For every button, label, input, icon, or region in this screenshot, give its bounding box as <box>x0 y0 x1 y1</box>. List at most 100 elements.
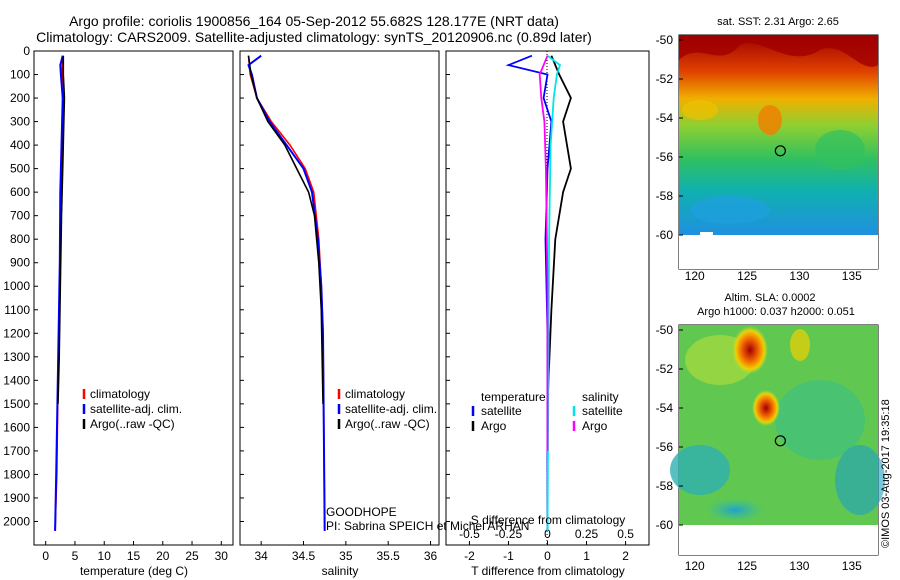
temperature-xlabel: temperature (deg C) <box>80 564 188 578</box>
salinity-x-axis: 34 34.5 35 35.5 36 <box>254 541 438 563</box>
argo-position-circle <box>774 145 786 157</box>
argo-position-circle <box>774 435 786 447</box>
y-tick-label: 1800 <box>3 467 30 481</box>
s-tick-label: -0.25 <box>495 527 523 541</box>
series-line-s-satellite <box>546 54 562 531</box>
y-tick-label: 1000 <box>3 279 30 293</box>
y-tick-label: 500 <box>10 162 30 176</box>
legend-entry: climatology <box>345 387 405 401</box>
series-line-t-argo <box>546 55 572 404</box>
temperature-x-axis: 0 5 10 15 20 25 30 <box>42 541 228 563</box>
lat-tick-label: -58 <box>656 479 674 493</box>
y-tick-label: 1400 <box>3 373 30 387</box>
sla-lat-axis: -50 -52 -54 -56 -58 -60 <box>656 323 683 532</box>
y-tick-label: 100 <box>10 68 30 82</box>
x-tick-label: 2 <box>622 549 629 563</box>
lat-tick-label: -54 <box>656 111 674 125</box>
y-tick-label: 1100 <box>4 303 30 317</box>
x-tick-label: -1 <box>503 549 514 563</box>
difference-panel: -2 -1 0 1 2 -0.5 -0.25 0 0.25 0.5 temperature sal… <box>445 50 650 578</box>
legend-entry: Argo(..raw -QC) <box>90 417 175 431</box>
figure-title-line1: Argo profile: coriolis 1900856_164 05-Se… <box>69 13 559 29</box>
y-tick-label: 900 <box>10 256 30 270</box>
depth-axis: 0 100 200 300 400 500 600 700 800 900 1000 1100 1200… <box>3 44 38 528</box>
lat-tick-label: -52 <box>656 362 674 376</box>
sla-heatmap <box>670 325 885 555</box>
x-tick-label: 35 <box>339 549 353 563</box>
x-tick-label: 1 <box>583 549 590 563</box>
sla-map-panel: Altim. SLA: 0.0002 Argo h1000: 0.037 h20… <box>656 292 885 573</box>
lat-tick-label: -60 <box>656 228 674 242</box>
legend-entry: satellite-adj. clim. <box>90 402 182 416</box>
salinity-xlabel: salinity <box>322 564 359 578</box>
salinity-axes-frame <box>239 50 440 546</box>
x-tick-label: 36 <box>424 549 438 563</box>
x-tick-label: -2 <box>464 549 475 563</box>
sla-map-subtitle: Argo h1000: 0.037 h2000: 0.051 <box>697 306 855 318</box>
lat-tick-label: -56 <box>656 150 674 164</box>
x-tick-label: 5 <box>72 549 79 563</box>
x-tick-label: 20 <box>156 549 170 563</box>
x-tick-label: 35.5 <box>377 549 401 563</box>
x-tick-label: 15 <box>127 549 141 563</box>
lat-tick-label: -60 <box>656 518 674 532</box>
y-tick-label: 300 <box>10 115 30 129</box>
lon-tick-label: 135 <box>842 559 862 573</box>
lat-tick-label: -54 <box>656 401 674 415</box>
series-line-s-argo <box>538 55 549 451</box>
legend-entry: Argo <box>582 419 608 433</box>
sla-argo-marker <box>774 435 786 447</box>
figure-title-line2: Climatology: CARS2009. Satellite-adjuste… <box>36 29 592 45</box>
series-line-argo-raw-qc- <box>57 55 66 404</box>
lon-tick-label: 125 <box>737 269 757 283</box>
x-tick-label: 34 <box>254 549 268 563</box>
y-tick-label: 1500 <box>3 397 30 411</box>
y-tick-label: 1300 <box>3 350 30 364</box>
x-tick-label: 0 <box>42 549 49 563</box>
legend-entry: Argo(..raw -QC) <box>345 417 430 431</box>
sst-argo-marker <box>774 145 786 157</box>
y-tick-label: 200 <box>10 91 30 105</box>
s-difference-xlabel: S difference from climatology <box>471 513 626 527</box>
principal-investigator: PI: Sabrina SPEICH et Michel ARHAN <box>326 519 529 533</box>
difference-legend: temperature salinitysatelliteArgosatellit… <box>471 390 623 433</box>
y-tick-label: 700 <box>10 209 30 223</box>
s-tick-label: 0 <box>544 527 551 541</box>
x-tick-label: 30 <box>215 549 229 563</box>
y-tick-label: 1600 <box>3 420 30 434</box>
x-tick-label: 0 <box>544 549 551 563</box>
y-tick-label: 1200 <box>3 326 30 340</box>
series-line-climatology <box>247 55 326 531</box>
legend-entry: satellite <box>481 404 522 418</box>
lat-tick-label: -58 <box>656 189 674 203</box>
x-tick-label: 10 <box>98 549 112 563</box>
lon-tick-label: 120 <box>685 559 705 573</box>
lat-tick-label: -56 <box>656 440 674 454</box>
s-difference-x-axis: -0.5 -0.25 0 0.25 0.5 <box>459 527 634 541</box>
y-tick-label: 600 <box>10 185 30 199</box>
y-tick-label: 800 <box>10 232 30 246</box>
sst-heatmap <box>679 35 878 269</box>
legend-entry: climatology <box>90 387 150 401</box>
lat-tick-label: -52 <box>656 72 674 86</box>
series-line-satellite-adj-clim- <box>54 55 64 531</box>
salinity-series <box>247 54 326 531</box>
sst-lat-axis: -50 -52 -54 -56 -58 -60 <box>656 33 683 242</box>
y-tick-label: 1900 <box>3 491 30 505</box>
s-tick-label: 0.25 <box>575 527 599 541</box>
lon-tick-label: 120 <box>685 269 705 283</box>
lon-tick-label: 130 <box>789 269 809 283</box>
legend-entry: Argo <box>481 419 507 433</box>
t-difference-xlabel: T difference from climatology <box>471 564 625 578</box>
temperature-panel: 0100200300400500600700800900100011001200… <box>3 44 234 578</box>
lat-tick-label: -50 <box>656 33 674 47</box>
lon-tick-label: 125 <box>737 559 757 573</box>
s-tick-label: -0.5 <box>459 527 480 541</box>
x-tick-label: 34.5 <box>292 549 316 563</box>
project-name: GOODHOPE <box>326 505 397 519</box>
t-difference-x-axis: -2 -1 0 1 2 <box>464 541 629 563</box>
temperature-series <box>54 55 66 531</box>
lon-tick-label: 135 <box>842 269 862 283</box>
